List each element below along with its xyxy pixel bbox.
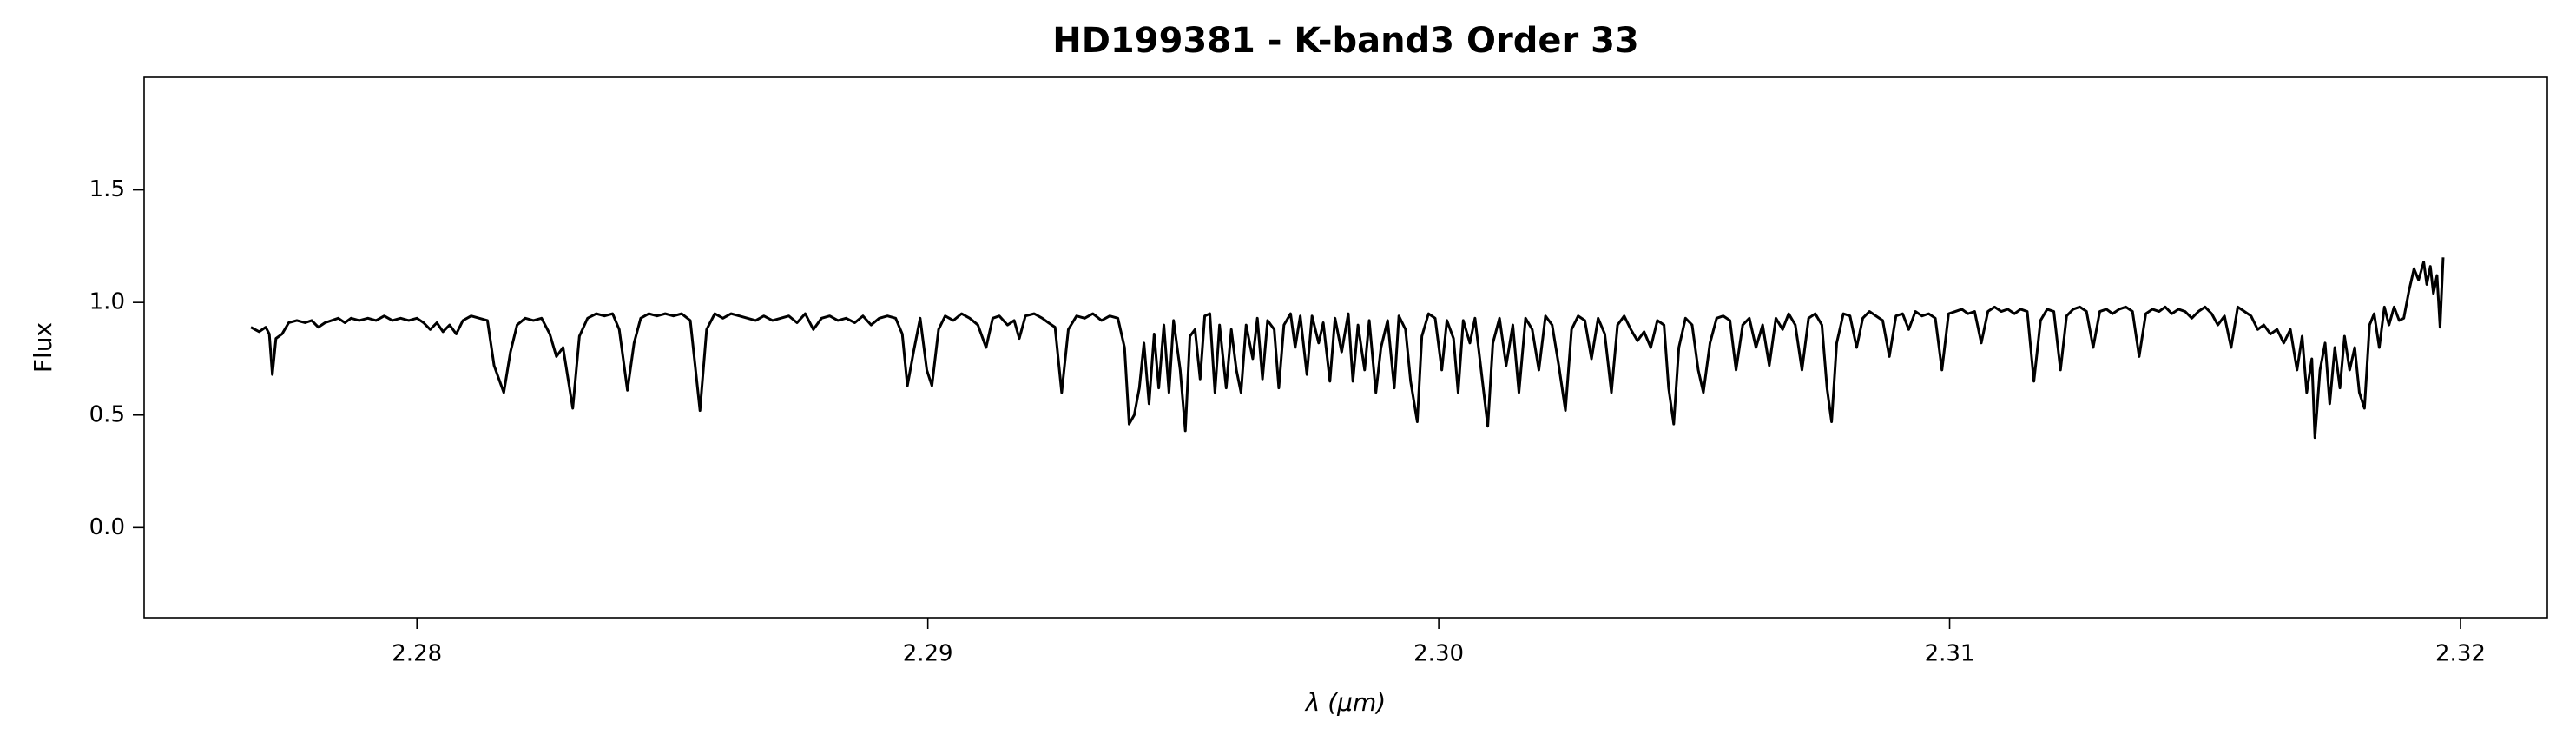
spectrum-line bbox=[250, 257, 2445, 440]
axes-frame bbox=[143, 76, 2548, 619]
x-tick-label: 2.32 bbox=[2435, 641, 2486, 667]
x-tick-label: 2.30 bbox=[1413, 641, 1464, 667]
y-tick-label: 1.5 bbox=[89, 176, 125, 202]
y-tick-label: 1.0 bbox=[89, 289, 125, 315]
chart-title: HD199381 - K-band3 Order 33 bbox=[1052, 21, 1639, 61]
y-tick-label: 0.0 bbox=[89, 514, 125, 540]
x-axis-label: λ (μm) bbox=[1304, 688, 1386, 717]
x-tick-label: 2.29 bbox=[903, 641, 953, 667]
y-tick-label: 0.5 bbox=[89, 401, 125, 427]
x-tick-label: 2.31 bbox=[1925, 641, 1975, 667]
y-axis-label: Flux bbox=[29, 322, 57, 373]
x-tick-label: 2.28 bbox=[392, 641, 442, 667]
